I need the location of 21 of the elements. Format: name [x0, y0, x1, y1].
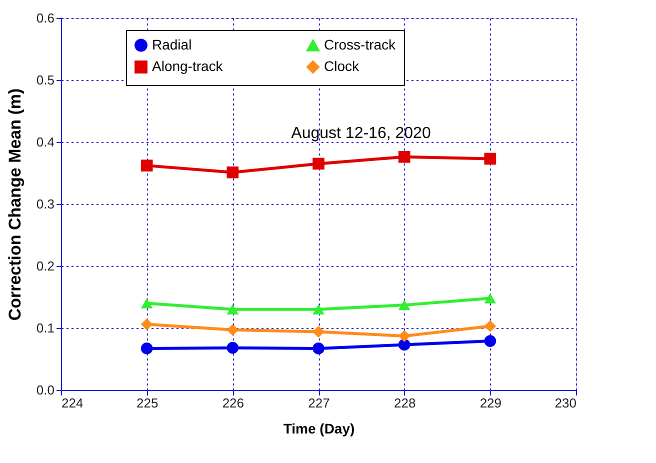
- legend-label: Cross-track: [324, 36, 397, 53]
- y-tick-label: 0.2: [36, 258, 54, 274]
- y-tick-label: 0.6: [36, 10, 54, 26]
- x-tick-label: 227: [308, 396, 330, 410]
- y-tick-label: 0.4: [36, 134, 54, 150]
- x-tick-label: 226: [222, 396, 244, 410]
- x-tick-label: 228: [394, 396, 416, 410]
- y-tick-label: 0.3: [36, 196, 54, 212]
- x-tick-label: 229: [480, 396, 502, 410]
- legend-label: Along-track: [152, 58, 224, 74]
- y-tick-label: 0.1: [36, 320, 54, 336]
- annotation: August 12-16, 2020: [291, 125, 431, 142]
- x-axis-title: Time (Day): [283, 420, 355, 436]
- legend-label: Clock: [324, 58, 360, 74]
- x-tick-label: 224: [62, 396, 84, 410]
- legend-label: Radial: [152, 36, 192, 52]
- x-tick-label: 230: [554, 396, 576, 410]
- x-tick-label: 225: [136, 396, 158, 410]
- y-axis-title: Correction Change Mean (m): [5, 88, 24, 321]
- y-tick-label: 0.0: [36, 382, 54, 398]
- y-tick-label: 0.5: [36, 72, 54, 88]
